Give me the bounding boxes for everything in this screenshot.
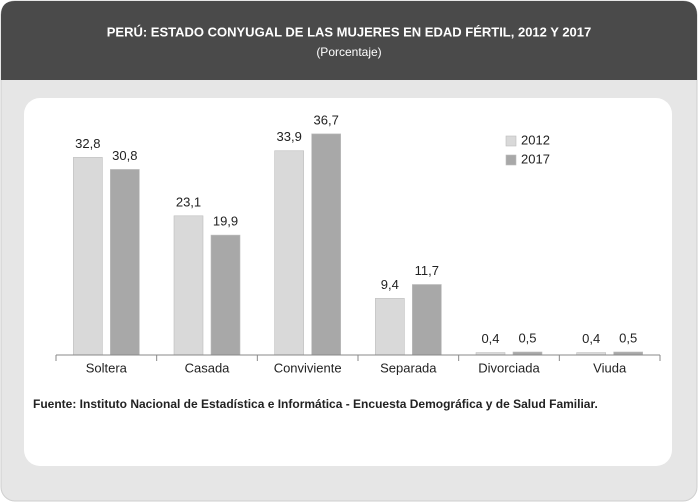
bar xyxy=(311,133,341,356)
chart-subtitle: (Porcentaje) xyxy=(316,45,381,59)
data-label: 0,4 xyxy=(481,331,499,346)
data-label: 9,4 xyxy=(381,277,399,292)
x-tick-label: Soltera xyxy=(86,360,128,375)
data-label: 19,9 xyxy=(213,214,238,229)
data-label: 11,7 xyxy=(415,263,439,278)
data-label: 36,7 xyxy=(314,112,339,127)
data-label: 23,1 xyxy=(176,194,201,209)
bar xyxy=(210,234,241,356)
data-label: 0,4 xyxy=(582,331,600,346)
source-note: Fuente: Instituto Nacional de Estadístic… xyxy=(33,397,598,411)
x-tick-label: Divorciada xyxy=(478,360,540,375)
legend-swatch xyxy=(505,154,517,166)
x-tick-label: Conviviente xyxy=(274,360,342,375)
legend-label: 2012 xyxy=(521,132,550,147)
legend-label: 2017 xyxy=(521,151,550,166)
header xyxy=(1,1,697,80)
bar xyxy=(110,169,140,356)
data-label: 0,5 xyxy=(518,330,536,345)
data-label: 0,5 xyxy=(619,330,637,345)
bar xyxy=(274,150,304,356)
x-tick-label: Viuda xyxy=(593,360,627,375)
x-tick-label: Separada xyxy=(380,360,437,375)
bar xyxy=(412,284,442,356)
legend-swatch xyxy=(505,135,517,147)
data-label: 32,8 xyxy=(75,136,100,151)
bar xyxy=(375,298,405,356)
bar xyxy=(173,215,204,356)
x-tick-label: Casada xyxy=(185,360,231,375)
chart-title: PERÚ: ESTADO CONYUGAL DE LAS MUJERES EN … xyxy=(107,24,592,39)
plot-panel xyxy=(24,98,672,466)
data-label: 33,9 xyxy=(277,129,302,144)
bar xyxy=(73,157,103,356)
data-label: 30,8 xyxy=(112,148,137,163)
